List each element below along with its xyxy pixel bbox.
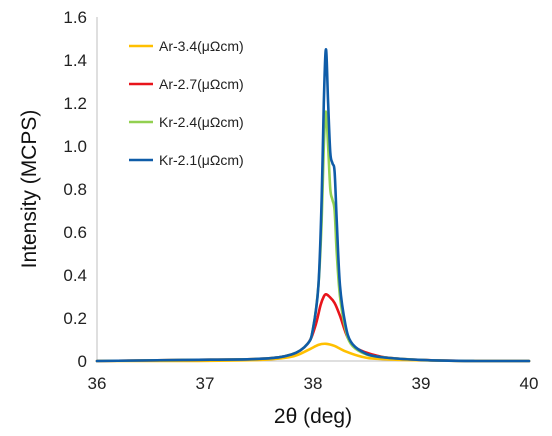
legend-label: Ar-3.4(μΩcm) — [159, 38, 244, 54]
x-tick-label: 37 — [196, 374, 215, 393]
legend-label: Ar-2.7(μΩcm) — [159, 76, 244, 92]
legend: Ar-3.4(μΩcm) Ar-2.7(μΩcm) Kr-2.4(μΩcm) Kr-2… — [129, 38, 244, 168]
series-line-4 — [95, 47, 531, 363]
x-tick-label: 40 — [520, 374, 539, 393]
legend-label: Kr-2.4(μΩcm) — [159, 114, 244, 130]
y-tick-label: 0.2 — [63, 309, 87, 328]
y-tick-label: 1.0 — [63, 137, 87, 156]
y-axis-title: Intensity (MCPS) — [18, 110, 41, 269]
x-tick-label: 36 — [88, 374, 107, 393]
series-layer — [95, 47, 531, 363]
x-tick-label: 38 — [304, 374, 323, 393]
y-tick-label: 0.8 — [63, 180, 87, 199]
x-tick-labels: 36 37 38 39 40 — [88, 374, 539, 393]
x-axis-title: 2θ (deg) — [274, 405, 352, 428]
y-tick-label: 0.6 — [63, 223, 87, 242]
series-line-1 — [95, 342, 531, 363]
x-tick-label: 39 — [412, 374, 431, 393]
y-tick-label: 0 — [78, 352, 87, 371]
axes-layer — [96, 17, 529, 362]
y-tick-labels: 0 0.2 0.4 0.6 0.8 1.0 1.2 1.4 1.6 — [63, 8, 87, 371]
y-tick-label: 1.2 — [63, 94, 87, 113]
legend-label: Kr-2.1(μΩcm) — [159, 152, 244, 168]
y-tick-label: 0.4 — [63, 266, 87, 285]
y-tick-label: 1.6 — [63, 8, 87, 27]
y-tick-label: 1.4 — [63, 51, 87, 70]
